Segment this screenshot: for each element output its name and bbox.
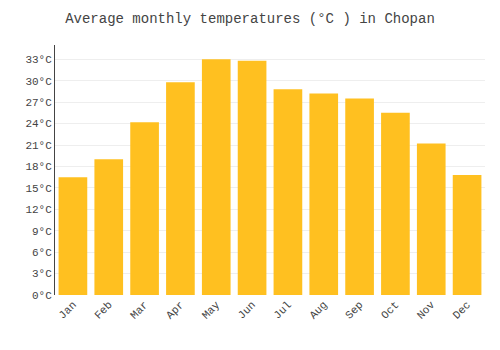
svg-text:Average monthly temperatures (: Average monthly temperatures (°C ) in Ch…: [65, 11, 435, 27]
svg-text:Jan: Jan: [56, 299, 78, 321]
svg-text:9°C: 9°C: [32, 226, 52, 238]
svg-text:Jul: Jul: [271, 299, 293, 321]
svg-text:May: May: [200, 299, 223, 322]
svg-text:Dec: Dec: [451, 299, 473, 321]
svg-text:0°C: 0°C: [32, 290, 52, 302]
svg-text:33°C: 33°C: [25, 54, 52, 66]
svg-text:Feb: Feb: [92, 299, 114, 321]
svg-text:3°C: 3°C: [32, 268, 52, 280]
svg-text:18°C: 18°C: [25, 161, 52, 173]
svg-text:27°C: 27°C: [25, 97, 52, 109]
svg-text:Apr: Apr: [164, 299, 186, 321]
svg-text:6°C: 6°C: [32, 247, 52, 259]
svg-text:Sep: Sep: [343, 299, 365, 321]
svg-text:Nov: Nov: [415, 299, 438, 322]
svg-text:12°C: 12°C: [25, 204, 52, 216]
svg-text:Jun: Jun: [236, 299, 258, 321]
svg-text:Aug: Aug: [307, 299, 329, 321]
svg-text:Mar: Mar: [128, 299, 150, 321]
svg-text:30°C: 30°C: [25, 76, 52, 88]
svg-text:15°C: 15°C: [25, 183, 52, 195]
svg-text:21°C: 21°C: [25, 140, 52, 152]
svg-text:Oct: Oct: [379, 299, 401, 321]
svg-text:24°C: 24°C: [25, 118, 52, 130]
